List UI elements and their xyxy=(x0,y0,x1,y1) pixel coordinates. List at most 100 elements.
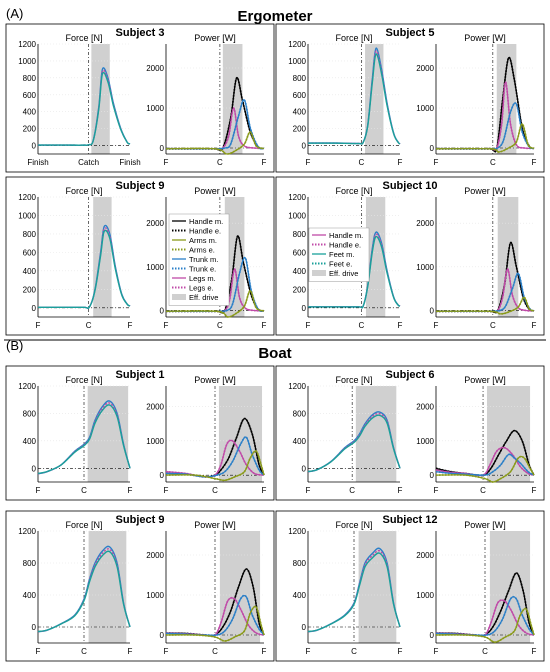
power-title: Power [W] xyxy=(194,375,236,385)
y-tick-label: 0 xyxy=(160,631,165,640)
y-tick-label: 0 xyxy=(32,304,37,313)
power-x-tick: C xyxy=(482,647,488,656)
y-tick-label: 2000 xyxy=(416,551,434,560)
force-title: Force [N] xyxy=(65,520,102,530)
force-curve xyxy=(307,47,401,145)
y-tick-label: 800 xyxy=(23,409,37,418)
power-title: Power [W] xyxy=(194,520,236,530)
force-curve xyxy=(307,235,401,309)
subject-title: Subject 9 xyxy=(116,180,165,192)
y-tick-label: 800 xyxy=(23,74,37,83)
y-tick-label: 0 xyxy=(160,306,165,315)
y-tick-label: 0 xyxy=(430,306,435,315)
section-a-label: (A) xyxy=(6,6,23,21)
subject-title: Subject 9 xyxy=(116,514,165,526)
chart-panel: Subject 3 0 200 400 600 800 1000 1200 Finish Catc… xyxy=(5,23,275,173)
section-a-title: Ergometer xyxy=(237,8,312,25)
y-tick-label: 600 xyxy=(23,248,37,257)
y-tick-label: 800 xyxy=(293,409,307,418)
force-title: Force [N] xyxy=(65,375,102,385)
power-x-tick: F xyxy=(532,486,537,495)
power-x-tick: F xyxy=(434,486,439,495)
power-series-estimated xyxy=(435,455,535,483)
power-series-estimated xyxy=(165,289,265,318)
subject-title: Subject 10 xyxy=(382,180,437,192)
y-tick-label: 1000 xyxy=(18,57,36,66)
legend-swatch xyxy=(312,270,326,276)
power-x-tick: F xyxy=(434,158,439,167)
force-title: Force [N] xyxy=(335,186,372,196)
legend-label: Handle m. xyxy=(189,217,223,226)
y-tick-label: 800 xyxy=(293,74,307,83)
force-x-tick: C xyxy=(358,158,364,167)
y-tick-label: 200 xyxy=(23,125,37,134)
subject-title: Subject 6 xyxy=(386,369,435,381)
y-tick-label: 1200 xyxy=(288,40,306,49)
chart-panel: Subject 9 0 400 800 1200 F C F Force [N] 0 1000 200… xyxy=(5,510,275,662)
y-tick-label: 400 xyxy=(293,267,307,276)
chart-panel: Subject 6 0 400 800 1200 F C F Force [N] 0 1000 200… xyxy=(275,365,545,501)
y-tick-label: 0 xyxy=(430,471,435,480)
legend-label: Feet e. xyxy=(329,260,352,269)
force-curve xyxy=(37,550,131,633)
y-tick-label: 2000 xyxy=(146,551,164,560)
y-tick-label: 1200 xyxy=(288,527,306,536)
power-title: Power [W] xyxy=(464,375,506,385)
power-x-tick: C xyxy=(212,486,218,495)
section-b-title: Boat xyxy=(258,345,291,362)
legend-label: Feet m. xyxy=(329,250,354,259)
power-series-measured xyxy=(436,56,535,153)
power-x-tick: C xyxy=(490,321,496,330)
power-series-estimated xyxy=(435,607,535,644)
y-tick-label: 0 xyxy=(32,464,37,473)
y-tick-label: 1000 xyxy=(288,211,306,220)
force-curve xyxy=(37,71,131,146)
power-x-tick: C xyxy=(490,158,496,167)
y-tick-label: 0 xyxy=(302,304,307,313)
power-series-measured xyxy=(435,296,535,315)
legend-label: Trunk m. xyxy=(189,255,218,264)
power-title: Power [W] xyxy=(194,186,236,196)
legend-label: Trunk e. xyxy=(189,265,216,274)
force-title: Force [N] xyxy=(335,33,372,43)
force-curve xyxy=(38,224,131,309)
power-x-tick: F xyxy=(164,486,169,495)
force-x-tick: C xyxy=(349,486,355,495)
power-series-measured xyxy=(166,77,265,152)
panel-border xyxy=(5,365,275,501)
eff-drive-region xyxy=(219,531,261,643)
power-title: Power [W] xyxy=(464,520,506,530)
y-tick-label: 1200 xyxy=(288,382,306,391)
panel-border xyxy=(5,510,275,662)
y-tick-label: 600 xyxy=(293,91,307,100)
y-tick-label: 400 xyxy=(23,108,37,117)
legend-label: Handle e. xyxy=(329,241,361,250)
force-x-tick: F xyxy=(306,486,311,495)
force-title: Force [N] xyxy=(65,33,102,43)
force-x-tick: F xyxy=(306,321,311,330)
power-title: Power [W] xyxy=(464,186,506,196)
power-series-estimated xyxy=(166,98,265,150)
y-tick-label: 800 xyxy=(293,559,307,568)
force-curve xyxy=(38,229,131,309)
force-x-tick: C xyxy=(86,321,92,330)
y-tick-label: 0 xyxy=(302,142,307,151)
force-x-tick: F xyxy=(306,158,311,167)
legend-label: Eff. drive xyxy=(189,293,218,302)
power-x-tick: F xyxy=(262,321,267,330)
eff-drive-region xyxy=(365,44,384,154)
y-tick-label: 1000 xyxy=(146,263,164,272)
y-tick-label: 400 xyxy=(293,437,307,446)
panels-group: Subject 3 0 200 400 600 800 1000 1200 Finish Catc… xyxy=(5,23,545,662)
force-curve xyxy=(307,414,401,473)
power-series-estimated xyxy=(435,123,535,153)
y-tick-label: 200 xyxy=(293,285,307,294)
power-series-measured xyxy=(165,131,265,155)
y-tick-label: 200 xyxy=(293,125,307,134)
power-series-estimated xyxy=(166,107,265,151)
panel-border xyxy=(275,176,545,336)
y-tick-label: 1000 xyxy=(18,211,36,220)
force-x-tick: F xyxy=(398,321,403,330)
